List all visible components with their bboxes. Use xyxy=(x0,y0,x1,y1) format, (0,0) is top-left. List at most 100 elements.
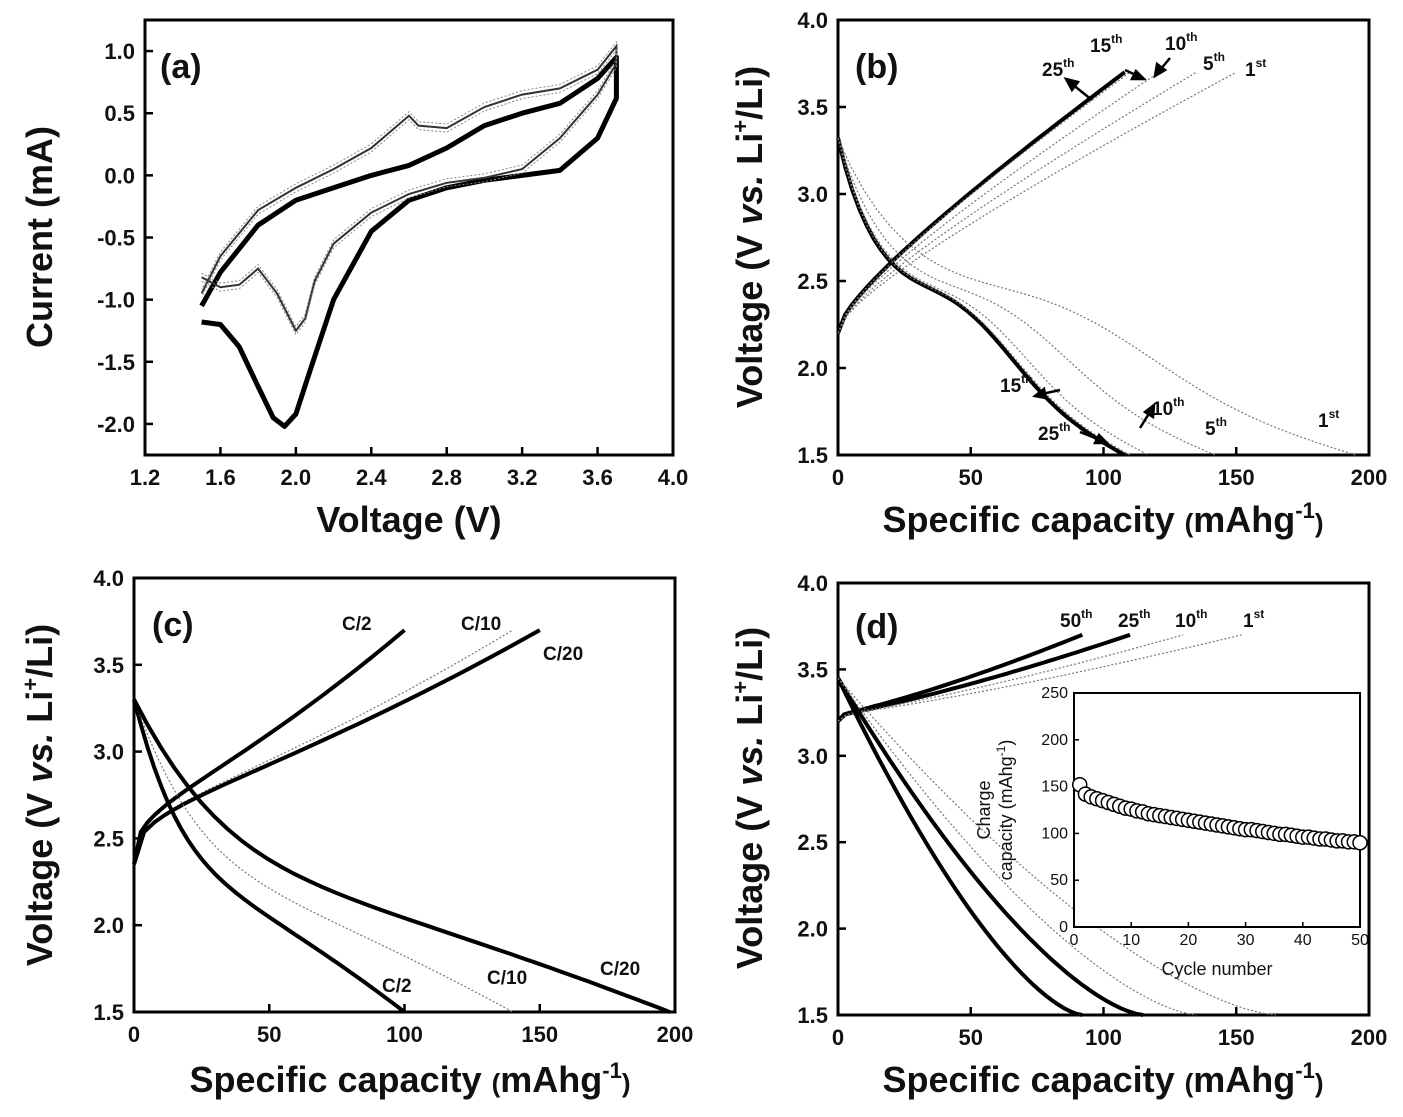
x-tick-label: 3.6 xyxy=(582,465,613,490)
x-tick-label: 0 xyxy=(1070,932,1079,949)
y-tick-label: 2.5 xyxy=(797,830,828,855)
y-tick-label: -1.0 xyxy=(97,288,135,313)
panel-c-frame xyxy=(132,576,677,1014)
x-tick-label: 20 xyxy=(1180,932,1198,949)
discharge-curve xyxy=(837,137,1149,456)
y-tick-label: 3.0 xyxy=(797,182,828,207)
panel-c-xlabel: Specific capacity (mAhg-1) xyxy=(189,1058,630,1100)
panel-b-annotations: 25th 15th 10th 5th 1st 15th 25th 10th 5t… xyxy=(1000,30,1339,445)
cv-curve-thin xyxy=(200,43,618,333)
panel-c-label: (c) xyxy=(152,606,194,644)
panel-a-ticks: 1.2 1.6 2.0 2.4 2.8 3.2 3.6 4.0 -2.0 -1.5 -1.0 -0.5… xyxy=(97,39,688,490)
charge-curve xyxy=(837,71,1237,334)
y-tick-label: 100 xyxy=(1041,825,1068,842)
y-tick-label: 200 xyxy=(1041,732,1068,749)
b-charge-5-label: 5th xyxy=(1203,50,1225,75)
discharge-curve xyxy=(837,137,1356,456)
discharge-curve xyxy=(836,137,1126,457)
panel-c-curves xyxy=(132,628,671,1014)
discharge-curve xyxy=(837,677,1277,1016)
inset-ticks: 0 10 20 30 40 50 0 50 100 150 200 250 xyxy=(1041,685,1369,949)
x-tick-label: 200 xyxy=(657,1022,694,1047)
discharge-curve xyxy=(132,698,406,1014)
charge-curve xyxy=(837,634,1242,722)
cv-curve-thick xyxy=(199,54,619,429)
x-tick-label: 100 xyxy=(386,1022,423,1047)
b-discharge-15-label: 15th xyxy=(1000,372,1032,397)
panel-b-arrows xyxy=(1032,57,1171,445)
y-tick-label: -1.5 xyxy=(97,350,135,375)
x-tick-label: 50 xyxy=(959,1025,983,1050)
x-tick-label: 10 xyxy=(1122,932,1140,949)
y-tick-label: 4.0 xyxy=(93,566,124,591)
y-tick-label: 3.5 xyxy=(797,657,828,682)
y-tick-label: 2.0 xyxy=(797,917,828,942)
y-tick-label: 1.5 xyxy=(797,1003,828,1028)
discharge-curve xyxy=(837,677,1197,1016)
panel-a-xlabel: Voltage (V) xyxy=(316,499,501,540)
b-charge-1-label: 1st xyxy=(1245,56,1266,81)
x-tick-label: 1.2 xyxy=(130,465,161,490)
panel-a-frame xyxy=(143,18,675,457)
discharge-curve xyxy=(132,698,671,1014)
panel-d-annotations: 50th 25th 10th 1st xyxy=(1060,607,1264,632)
y-tick-label: 1.5 xyxy=(93,1000,124,1025)
panel-d-label: (d) xyxy=(855,608,898,646)
c-discharge-c20-label: C/20 xyxy=(600,959,640,980)
x-tick-label: 30 xyxy=(1237,932,1255,949)
d-charge-1-label: 1st xyxy=(1243,607,1264,632)
inset-points xyxy=(1071,776,1368,851)
panel-b: 0 50 100 150 200 1.5 2.0 2.5 3.0 3.5 4.0 (b) 25th … xyxy=(728,8,1387,540)
panel-c-ylabel: Voltage (V vs. Li+/Li) xyxy=(18,624,60,966)
b-discharge-10-label: 10th xyxy=(1152,395,1184,420)
panel-c-ticks: 0 50 100 150 200 1.5 2.0 2.5 3.0 3.5 4.0 xyxy=(93,566,693,1047)
y-tick-label: 3.0 xyxy=(93,740,124,765)
charge-curve xyxy=(837,634,1184,722)
panel-b-curves xyxy=(836,70,1356,457)
b-discharge-5-label: 5th xyxy=(1205,415,1227,440)
c-charge-c10-label: C/10 xyxy=(461,614,501,635)
b-arrow-d10-head xyxy=(1142,402,1156,420)
b-charge-25-label: 25th xyxy=(1042,56,1074,81)
discharge-curve xyxy=(837,137,1216,456)
x-tick-label: 1.6 xyxy=(205,465,236,490)
y-tick-label: 1.5 xyxy=(797,443,828,468)
panel-b-xlabel: Specific capacity (mAhg-1) xyxy=(882,498,1323,540)
x-tick-label: 2.8 xyxy=(431,465,462,490)
panel-a-ylabel: Current (mA) xyxy=(19,126,60,348)
discharge-curve xyxy=(836,676,1144,1017)
b-arrow-15-head xyxy=(1129,68,1148,81)
y-tick-label: 3.5 xyxy=(797,95,828,120)
d-charge-50-label: 50th xyxy=(1060,607,1092,632)
x-tick-label: 0 xyxy=(128,1022,140,1047)
x-tick-label: 150 xyxy=(521,1022,558,1047)
discharge-curve xyxy=(133,699,513,1013)
charge-curve xyxy=(837,71,1131,334)
y-tick-label: 250 xyxy=(1041,685,1068,702)
b-arrow-d25-head xyxy=(1092,432,1111,445)
panel-d-ylabel: Voltage (V vs. Li+/Li) xyxy=(728,627,770,969)
b-arrow-d15-head xyxy=(1032,386,1048,400)
panel-b-ylabel: Voltage (V vs. Li+/Li) xyxy=(728,66,770,408)
c-charge-c2-label: C/2 xyxy=(342,614,372,635)
x-tick-label: 50 xyxy=(1351,932,1369,949)
inset-xlabel: Cycle number xyxy=(1161,959,1272,979)
panel-c: 0 50 100 150 200 1.5 2.0 2.5 3.0 3.5 4.0 (c) C/2 C… xyxy=(18,566,693,1100)
b-charge-10-label: 10th xyxy=(1165,30,1197,55)
charge-curve xyxy=(133,629,514,865)
x-tick-label: 150 xyxy=(1218,465,1255,490)
c-charge-c20-label: C/20 xyxy=(543,644,583,665)
b-discharge-25-label: 25th xyxy=(1038,420,1070,445)
panel-b-label: (b) xyxy=(855,48,898,86)
charge-curve xyxy=(836,70,1126,334)
cv-curve-thin xyxy=(201,48,617,336)
panel-c-annotations: C/2 C/10 C/20 C/2 C/10 C/20 xyxy=(342,614,640,997)
c-discharge-c10-label: C/10 xyxy=(487,968,527,989)
c-discharge-c2-label: C/2 xyxy=(382,976,412,997)
x-tick-label: 150 xyxy=(1218,1025,1255,1050)
y-tick-label: 2.0 xyxy=(93,913,124,938)
y-tick-label: 0.0 xyxy=(104,163,135,188)
